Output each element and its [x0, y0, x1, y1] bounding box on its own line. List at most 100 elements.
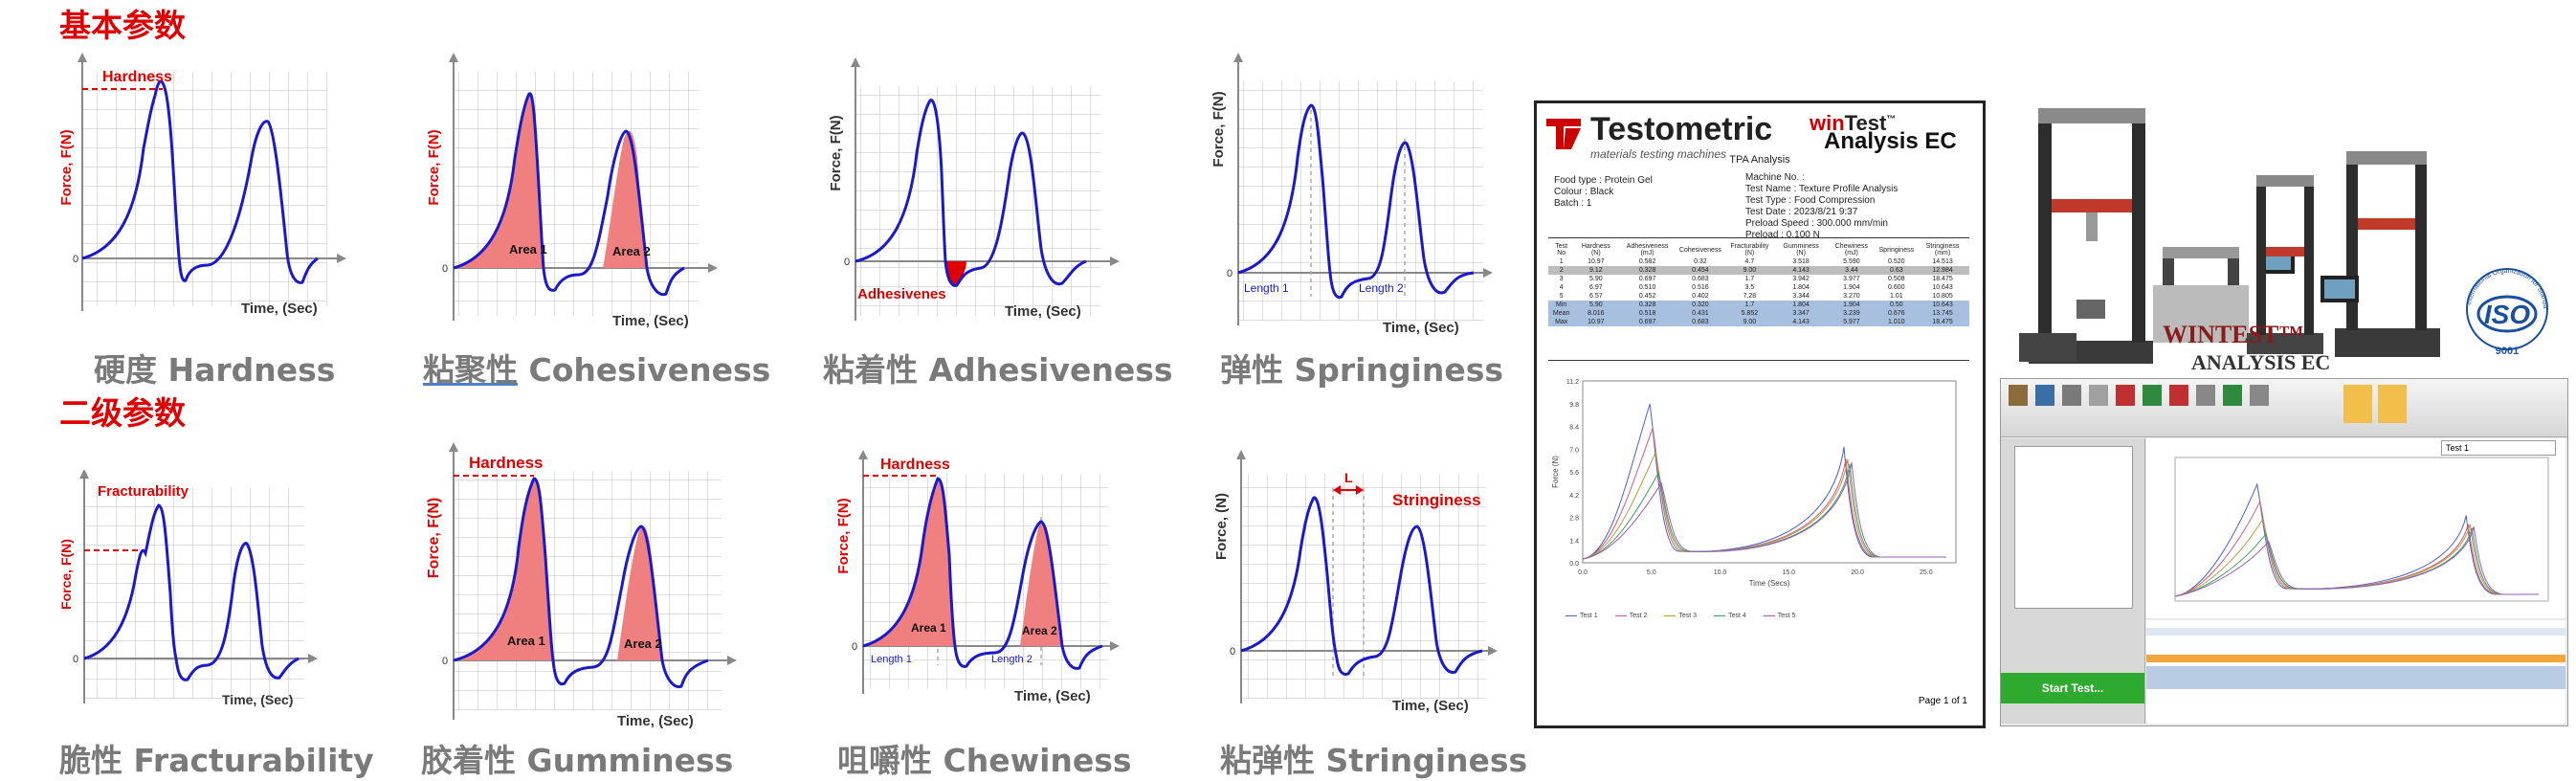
y-label: Force, F(N)	[1210, 91, 1227, 167]
zero-label: 0	[852, 641, 857, 653]
y-tick-label: 8.4	[1569, 425, 1579, 432]
series-line	[2174, 482, 2539, 597]
curve	[1237, 103, 1475, 300]
table-cell: 0.320	[1677, 301, 1723, 309]
toolbar-open-icon[interactable]	[2035, 385, 2054, 406]
series-line	[1582, 462, 1946, 560]
x-label: Time, (Sec)	[1383, 320, 1459, 336]
column-header: Adhesiveness (mJ)	[1626, 243, 1669, 257]
column-header: Chewiness (mJ)	[1834, 243, 1868, 257]
table-cell: 10.643	[1932, 284, 1953, 291]
y-label: Force, F(N)	[426, 498, 442, 578]
chart-adhesiveness: Force, F(N) Adhesivenes 0 Time, (Sec)	[823, 57, 1120, 335]
caption-cohesiveness-zh: 粘聚性	[423, 351, 518, 389]
start-test-button[interactable]: Start Test...	[2001, 673, 2144, 703]
graph-legend: Test 1 Test 2 Test 3 Test 4 Test 5	[1566, 613, 1795, 619]
table-cell: 3.44	[1826, 266, 1877, 275]
y-label: Force, F(N)	[426, 129, 442, 205]
table-cell: 0.516	[1692, 284, 1709, 291]
y-label: Force, (N)	[1213, 493, 1230, 560]
zero-label: 0	[844, 257, 850, 268]
table-header-row: Test No Hardness (N) Adhesiveness (mJ) Cohe…	[1548, 242, 1969, 257]
x-tick-label: 10.0	[1714, 569, 1727, 576]
x-label: Time, (Sec)	[1392, 698, 1469, 714]
curve	[855, 99, 1087, 287]
grid	[454, 471, 722, 710]
table-cell: 1	[1559, 258, 1564, 265]
toolbar-data-icon[interactable]	[2223, 385, 2242, 406]
table-row	[2146, 628, 2565, 636]
toolbar-settings-icon[interactable]	[2250, 385, 2269, 406]
table-cell: 0.402	[1692, 293, 1709, 300]
x-label: Time, (Sec)	[1005, 303, 1081, 320]
zero-label: 0	[1227, 268, 1232, 279]
curve	[1240, 496, 1483, 676]
report-test: Test	[1844, 111, 1887, 135]
table-stats-rows	[2146, 666, 2565, 689]
section-title-basic: 基本参数	[59, 7, 186, 44]
toolbar-tool-icon[interactable]	[2009, 385, 2028, 406]
table-cell: 5.90	[1589, 276, 1603, 282]
length2-label: Length 2	[991, 654, 1033, 665]
software-settings-panel	[2014, 446, 2133, 609]
grid	[855, 86, 1100, 316]
grid	[454, 72, 699, 316]
y-tick-label: 9.8	[1569, 402, 1579, 409]
stats-row: Mean 8.016 0.518 0.431 5.852 3.347 3.239 0.676 1…	[1548, 309, 1969, 318]
toolbar-excel-icon[interactable]	[2143, 385, 2162, 406]
table-cell: 9.12	[1574, 266, 1618, 275]
caption-gumminess: 胶着性 Gumminess	[421, 742, 734, 779]
curve	[81, 79, 319, 284]
stats-row: Min 5.90 0.328 0.320 1.7 1.804 1.904 0.50 10.643	[1548, 301, 1969, 309]
table-cell: 1.904	[1826, 301, 1877, 309]
caption-cohesiveness-en: Cohesiveness	[518, 351, 771, 389]
report-brand-sub: materials testing machines	[1590, 147, 1727, 161]
length1-label: Length 1	[1244, 281, 1289, 295]
table-cell: 10.97	[1574, 318, 1618, 326]
legend-entry: Test 3	[1664, 613, 1697, 619]
toolbar-active-icon[interactable]	[2343, 385, 2372, 423]
table-cell: 3.942	[1792, 276, 1810, 282]
chart-gumminess: Force, F(N) Hardness Area 1 Area 2 0 Tim…	[421, 442, 737, 729]
toolbar-pdf2-icon[interactable]	[2169, 385, 2188, 406]
area1-label: Area 1	[509, 242, 547, 257]
table-cell: 0.520	[1888, 258, 1905, 265]
table-row-selected[interactable]	[2146, 655, 2565, 662]
y-tick-label: 1.4	[1569, 538, 1579, 545]
hardness-label: Hardness	[102, 69, 172, 85]
machine-medium	[2153, 247, 2295, 343]
area-2	[1020, 522, 1062, 646]
y-label: Force, F(N)	[835, 498, 852, 573]
x-tick-label: 20.0	[1851, 569, 1864, 576]
toolbar-print-icon[interactable]	[2089, 385, 2108, 406]
testometric-logo-icon	[1546, 119, 1581, 149]
table-cell: 4	[1559, 284, 1564, 291]
force-time-graph: 0.0 1.4 2.8 4.2 5.6 7.0 8.4 9.8 11.2 0.0 5.0 10.0 15…	[1551, 379, 1957, 588]
toolbar-export-icon[interactable]	[2196, 385, 2215, 406]
adhesivenes-label: Adhesivenes	[857, 286, 946, 302]
toolbar-active2-icon[interactable]	[2378, 385, 2407, 423]
series-line	[1582, 403, 1946, 560]
table-cell: 1.804	[1775, 301, 1827, 309]
results-table: Test No Hardness (N) Adhesiveness (mJ) Cohe…	[1548, 242, 1969, 326]
y-tick-label: 11.2	[1566, 379, 1579, 386]
plot-frame	[1582, 380, 1957, 564]
table-cell: 3.239	[1826, 309, 1877, 318]
software-results-table	[2146, 620, 2565, 724]
area-1	[454, 479, 553, 660]
table-cell: 0.676	[1876, 309, 1917, 318]
report-wintest: winTest™	[1810, 111, 1896, 136]
table-cell: 1.01	[1889, 293, 1903, 300]
table-cell: 0.582	[1638, 258, 1656, 265]
fracturability-label: Fracturability	[98, 483, 189, 500]
table-row: 2 9.12 0.328 0.454 9.00 4.143 3.44 0.63 12.984	[1548, 266, 1969, 275]
area-1	[454, 93, 544, 268]
test-select[interactable]: Test 1	[2441, 440, 2556, 456]
area-1	[863, 479, 955, 646]
table-cell: 3.518	[1792, 258, 1810, 265]
report-brand: Testometric	[1590, 111, 1773, 147]
toolbar-pdf-icon[interactable]	[2116, 385, 2135, 406]
caption-springiness: 弹性 Springiness	[1220, 351, 1504, 389]
curve	[453, 92, 685, 297]
toolbar-save-icon[interactable]	[2062, 385, 2081, 406]
